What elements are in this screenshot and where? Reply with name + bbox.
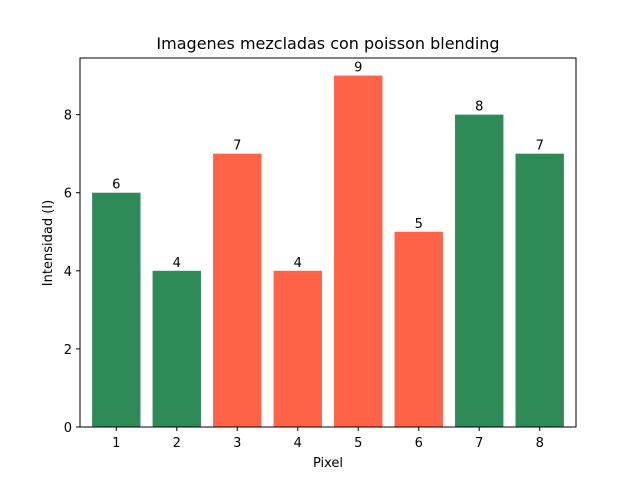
y-tick-label-6: 6 — [64, 187, 72, 202]
chart-title: Imagenes mezcladas con poisson blending — [156, 34, 499, 53]
bar-2 — [152, 270, 201, 427]
bar-1 — [92, 192, 141, 427]
x-tick-label-8: 8 — [536, 436, 544, 451]
bars-group — [92, 75, 564, 428]
data-label-5: 9 — [354, 61, 362, 76]
x-tick-label-7: 7 — [475, 436, 483, 451]
y-axis-label: Intensidad (I) — [41, 200, 56, 286]
bar-6 — [394, 231, 443, 427]
data-label-3: 7 — [233, 139, 241, 154]
data-label-6: 5 — [415, 217, 423, 232]
x-tick-label-6: 6 — [415, 436, 423, 451]
x-axis-ticks: 1 2 3 4 5 6 7 8 — [112, 427, 544, 451]
data-labels-group: 6 4 7 4 9 5 8 7 — [112, 61, 544, 271]
x-tick-label-5: 5 — [354, 436, 362, 451]
plot-frame — [79, 57, 577, 428]
bar-8 — [515, 153, 564, 427]
y-tick-label-2: 2 — [64, 343, 72, 358]
x-tick-label-3: 3 — [233, 436, 241, 451]
data-label-4: 4 — [294, 256, 302, 271]
bar-7 — [455, 114, 504, 427]
data-label-2: 4 — [173, 256, 181, 271]
bar-3 — [213, 153, 262, 427]
y-tick-label-4: 4 — [64, 265, 72, 280]
y-tick-label-0: 0 — [64, 421, 72, 436]
bar-4 — [273, 270, 322, 427]
bar-5 — [334, 75, 383, 428]
x-tick-label-1: 1 — [112, 436, 120, 451]
data-label-1: 6 — [112, 178, 120, 193]
x-tick-label-4: 4 — [294, 436, 302, 451]
x-tick-label-2: 2 — [173, 436, 181, 451]
data-label-7: 8 — [475, 100, 483, 115]
y-axis-ticks: 0 2 4 6 8 — [64, 109, 80, 436]
data-label-8: 7 — [536, 139, 544, 154]
y-tick-label-8: 8 — [64, 109, 72, 124]
x-axis-label: Pixel — [313, 456, 343, 471]
